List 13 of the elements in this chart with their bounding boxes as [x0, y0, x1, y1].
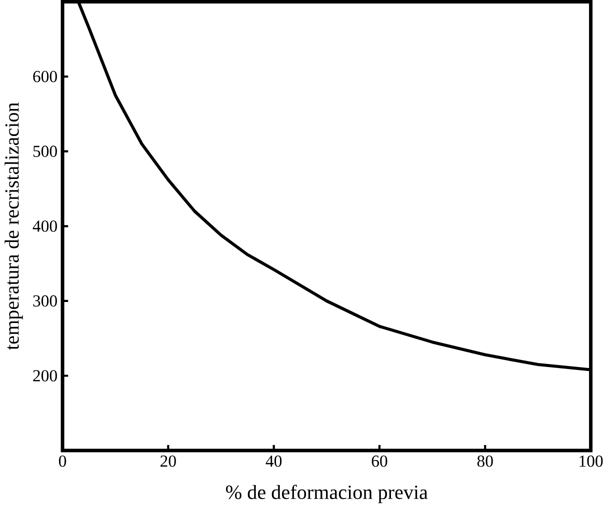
x-tick-label: 20	[160, 456, 176, 467]
x-tick-label: 0	[58, 456, 66, 467]
x-tick-label: 100	[580, 456, 603, 467]
x-axis-title: % de deformacion previa	[226, 484, 428, 504]
x-tick-label: 60	[372, 456, 388, 467]
y-axis-title: temperatura de recristalizacion	[4, 102, 23, 350]
y-tick-label: 300	[33, 295, 57, 307]
y-tick-label: 200	[33, 370, 57, 382]
y-tick-label: 500	[33, 146, 57, 158]
y-tick-label: 400	[32, 220, 57, 232]
y-tick-label: 600	[33, 70, 57, 82]
x-tick-label: 40	[266, 456, 282, 467]
x-tick-label: 80	[477, 456, 493, 467]
